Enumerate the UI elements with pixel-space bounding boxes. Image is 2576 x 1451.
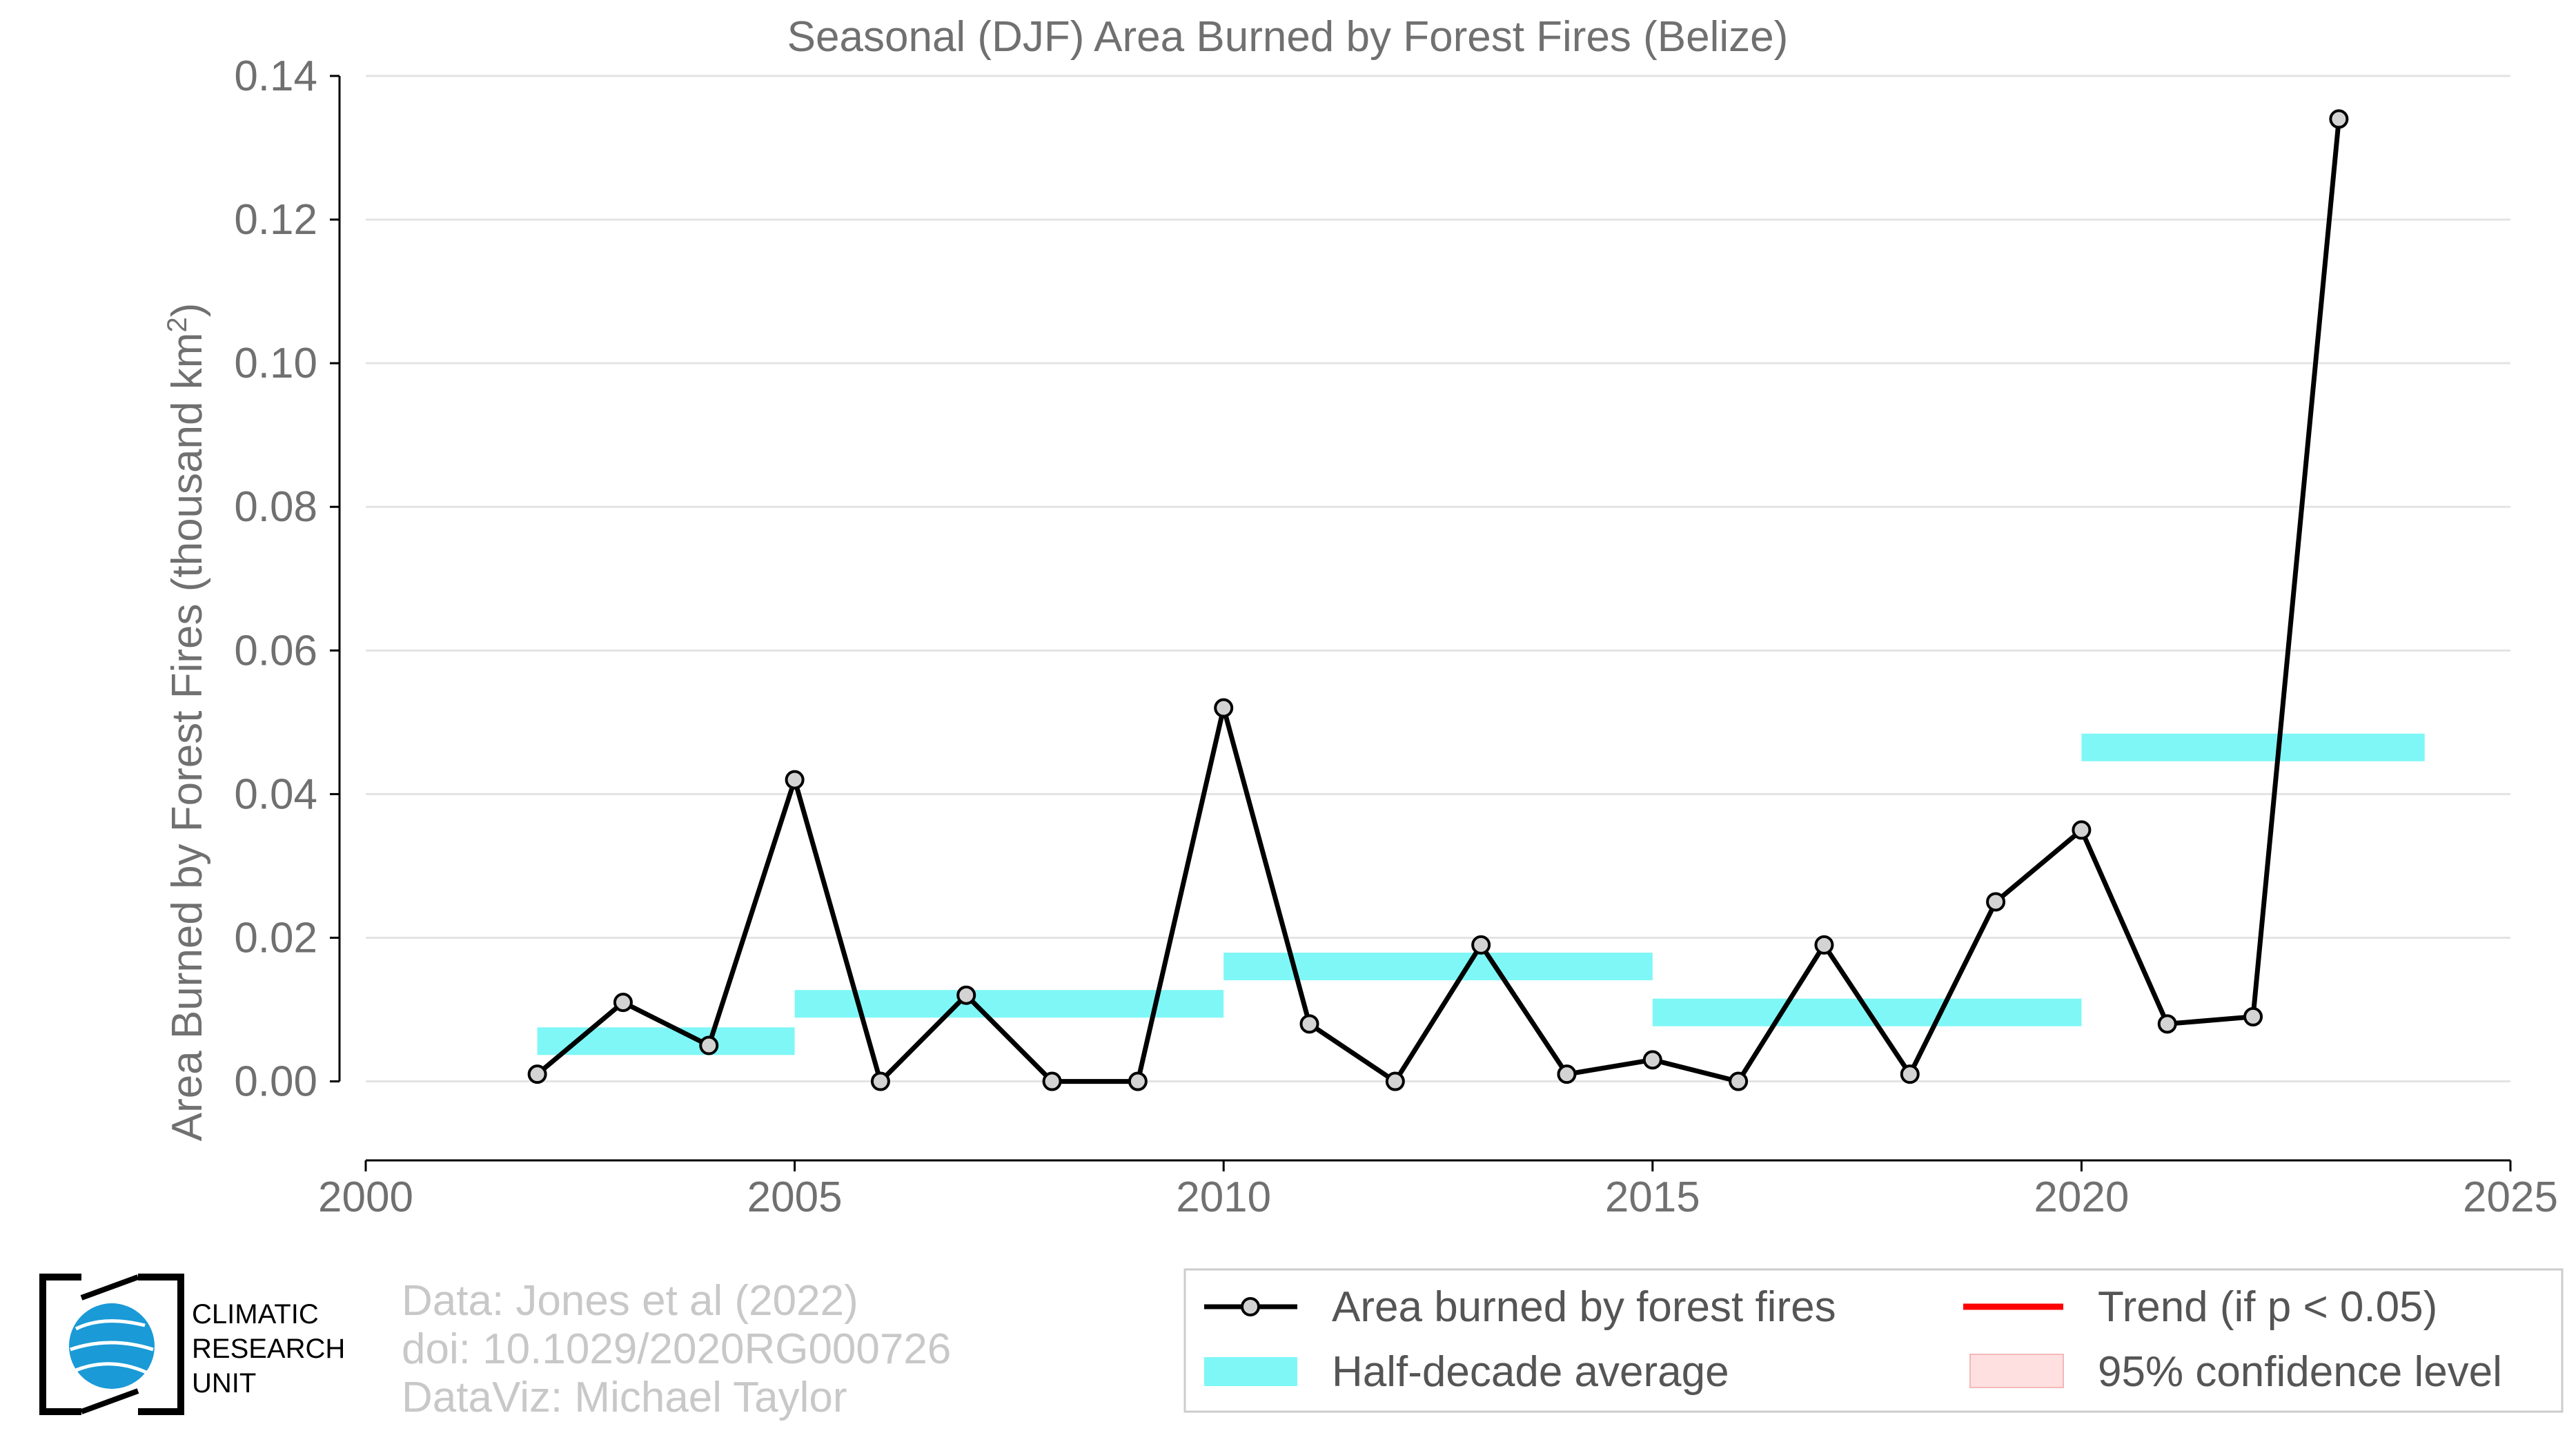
- data-point: [2329, 109, 2349, 129]
- x-tick-label: 2015: [1605, 1174, 1700, 1221]
- y-tick-label: 0.12: [234, 196, 317, 244]
- data-point: [527, 1064, 547, 1084]
- half-decade-bar: [2081, 733, 2425, 761]
- x-tick-label: 2020: [2034, 1174, 2129, 1221]
- data-point: [1042, 1071, 1062, 1091]
- credit-data-source: Data: Jones et al (2022): [402, 1277, 858, 1325]
- data-point: [2157, 1014, 2177, 1034]
- gridlines: [366, 75, 2510, 1083]
- legend-label-area-burned: Area burned by forest fires: [1332, 1283, 1836, 1331]
- data-point: [1471, 935, 1491, 955]
- cru-logo-icon: [39, 1274, 184, 1415]
- y-axis-label-superscript: 2: [162, 317, 193, 332]
- x-axis: 2000 2005 2010 2015 2020 2025: [318, 1159, 2558, 1221]
- data-point: [1642, 1050, 1662, 1070]
- data-point: [1729, 1071, 1749, 1091]
- legend-label-half-decade: Half-decade average: [1332, 1348, 1729, 1396]
- data-point: [956, 985, 976, 1005]
- y-tick-label: 0.06: [234, 627, 317, 674]
- credit-doi: doi: 10.1029/2020RG000726: [402, 1325, 951, 1373]
- chart-title: Seasonal (DJF) Area Burned by Forest Fir…: [787, 13, 1789, 61]
- y-axis-label-close: ): [164, 303, 211, 318]
- series-area-burned: [527, 109, 2349, 1091]
- legend-label-trend: Trend (if p < 0.05): [2098, 1283, 2437, 1331]
- logo-text-line-3: UNIT: [192, 1368, 256, 1399]
- data-point: [699, 1035, 719, 1055]
- data-point: [2243, 1006, 2263, 1026]
- y-tick-label: 0.14: [234, 52, 317, 100]
- data-point: [1385, 1071, 1405, 1091]
- y-tick-label: 0.02: [234, 914, 317, 962]
- data-point: [1814, 935, 1834, 955]
- half-decade-averages: [537, 733, 2425, 1055]
- data-point: [2072, 820, 2092, 840]
- data-point: [1299, 1014, 1319, 1034]
- y-tick-label: 0.04: [234, 770, 317, 818]
- legend-swatch-half-decade: [1204, 1357, 1297, 1386]
- credit-dataviz: DataViz: Michael Taylor: [402, 1374, 847, 1421]
- data-point: [1986, 892, 2006, 912]
- x-tick-label: 2010: [1176, 1174, 1271, 1221]
- legend: Area burned by forest fires Trend (if p …: [1183, 1268, 2564, 1413]
- legend-marker-area-burned: [1241, 1297, 1260, 1316]
- data-point: [1557, 1064, 1577, 1084]
- y-tick-label: 0.10: [234, 340, 317, 387]
- legend-box: [1183, 1268, 2564, 1413]
- logo-text-line-1: CLIMATIC: [192, 1299, 319, 1330]
- data-point: [613, 993, 633, 1013]
- half-decade-bar: [1223, 953, 1653, 981]
- series-line: [535, 119, 2341, 1084]
- y-axis-label-text: Area Burned by Forest Fires (thousand km: [164, 333, 211, 1142]
- logo-text-line-2: RESEARCH: [192, 1334, 345, 1364]
- legend-label-confidence: 95% confidence level: [2098, 1348, 2502, 1396]
- x-tick-label: 2025: [2463, 1174, 2558, 1221]
- x-tick-label: 2005: [747, 1174, 843, 1221]
- y-axis: 0.00 0.02 0.04 0.06 0.08 0.10 0.12 0.14: [234, 52, 341, 1106]
- data-point: [1900, 1064, 1920, 1084]
- y-tick-label: 0.08: [234, 483, 317, 531]
- legend-swatch-confidence: [1969, 1354, 2064, 1388]
- x-tick-label: 2000: [318, 1174, 413, 1221]
- data-point: [1128, 1071, 1148, 1091]
- data-point: [1214, 698, 1234, 718]
- y-tick-label: 0.00: [234, 1058, 317, 1106]
- y-axis-label: Area Burned by Forest Fires (thousand km…: [162, 303, 211, 1142]
- data-point: [870, 1071, 890, 1091]
- data-point: [785, 770, 805, 790]
